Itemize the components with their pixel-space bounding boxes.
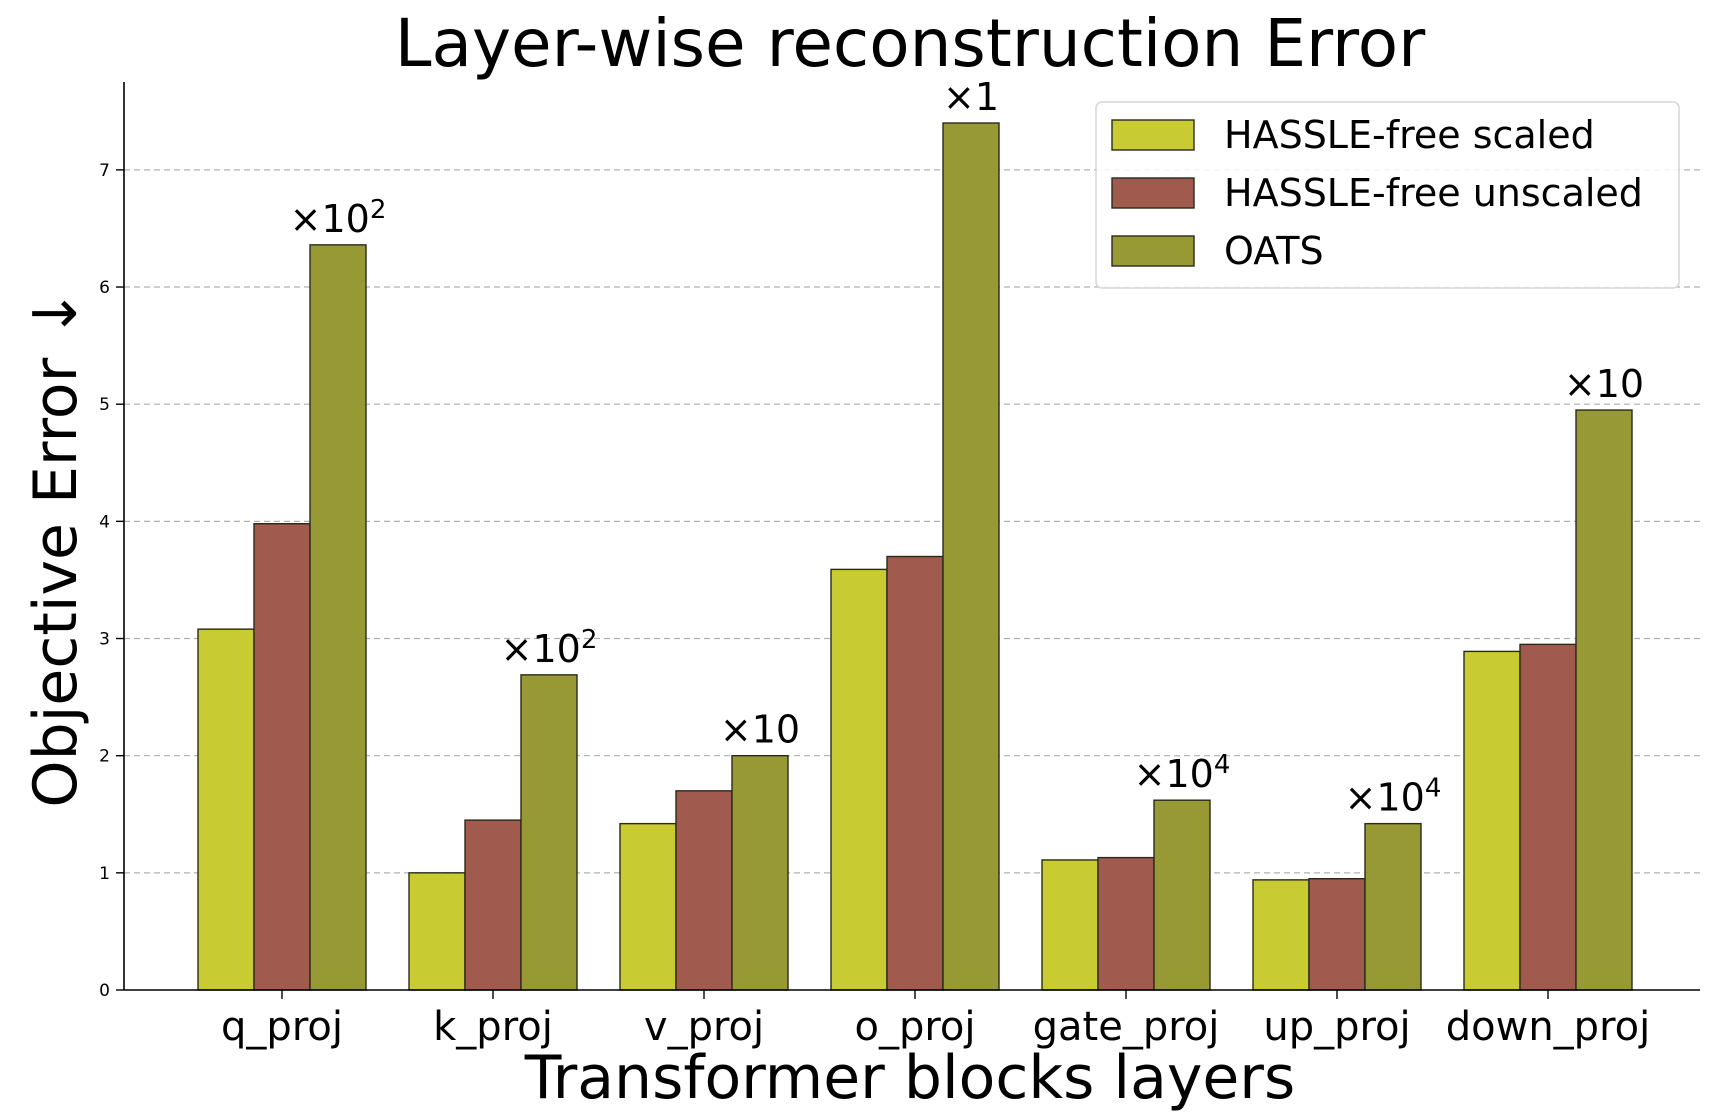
annotation-up_proj: ×104 — [1345, 774, 1442, 820]
legend-swatch-3 — [1111, 235, 1195, 267]
legend-swatch-1 — [1111, 119, 1195, 151]
annotation-v_proj: ×10 — [720, 708, 800, 752]
bars — [197, 122, 1633, 991]
bar-up_proj-3 — [1364, 822, 1422, 991]
y-tick-label: 4 — [99, 512, 110, 532]
y-ticks: 0 1 2 3 4 5 6 7 — [99, 161, 124, 1001]
y-axis-label: Objective Error ↓ — [21, 288, 91, 807]
x-tick-label-gate_proj: gate_proj — [1033, 1004, 1220, 1050]
bar-gate_proj-2 — [1097, 856, 1155, 991]
x-tick-label-up_proj: up_proj — [1263, 1004, 1410, 1050]
bar-v_proj-1 — [619, 822, 677, 991]
y-tick-label: 6 — [99, 278, 110, 298]
bar-down_proj-3 — [1575, 409, 1633, 991]
bar-up_proj-2 — [1308, 877, 1366, 991]
annotation-gate_proj: ×104 — [1134, 750, 1231, 796]
x-ticks: q_proj k_proj v_proj o_proj gate_proj up_proj… — [221, 990, 1650, 1050]
bar-o_proj-3 — [942, 122, 1000, 991]
legend-label-1: HASSLE-free scaled — [1224, 113, 1595, 157]
x-tick-label-v_proj: v_proj — [644, 1004, 764, 1050]
bar-gate_proj-1 — [1041, 859, 1099, 991]
annotation-down_proj: ×10 — [1564, 362, 1644, 406]
annotation-q_proj: ×102 — [290, 195, 387, 241]
legend-frame — [1095, 101, 1680, 289]
y-tick-label: 7 — [99, 161, 110, 181]
bar-v_proj-3 — [731, 754, 789, 991]
x-tick-label-q_proj: q_proj — [221, 1004, 343, 1050]
legend: HASSLE-free scaled HASSLE-free unscaled OA… — [1095, 101, 1680, 289]
x-tick-label-k_proj: k_proj — [433, 1004, 553, 1050]
bar-q_proj-2 — [253, 522, 311, 991]
bar-up_proj-1 — [1252, 879, 1310, 991]
chart-title: Layer-wise reconstruction Error — [395, 5, 1426, 82]
y-tick-label: 5 — [99, 395, 110, 415]
y-tick-label: 0 — [99, 981, 110, 1001]
y-tick-label: 1 — [99, 864, 110, 884]
legend-label-3: OATS — [1224, 229, 1324, 273]
bar-v_proj-2 — [675, 790, 733, 991]
bar-k_proj-1 — [408, 872, 466, 991]
bar-k_proj-2 — [464, 819, 522, 991]
bar-gate_proj-3 — [1153, 799, 1211, 991]
annotation-k_proj: ×102 — [501, 625, 598, 671]
annotation-o_proj: ×1 — [943, 75, 999, 119]
y-tick-label: 2 — [99, 747, 110, 767]
legend-swatch-2 — [1111, 177, 1195, 209]
bar-k_proj-3 — [520, 674, 578, 991]
x-tick-label-down_proj: down_proj — [1446, 1004, 1650, 1050]
bar-down_proj-2 — [1519, 643, 1577, 991]
x-axis-label: Transformer blocks layers — [524, 1043, 1295, 1113]
x-tick-label-o_proj: o_proj — [854, 1004, 975, 1050]
bar-o_proj-1 — [830, 568, 888, 991]
bar-q_proj-1 — [197, 628, 255, 991]
y-tick-label: 3 — [99, 630, 110, 650]
bar-o_proj-2 — [886, 555, 944, 991]
bar-annotations: ×102 ×102 ×10 ×1 ×104 ×104 ×10 — [290, 75, 1644, 820]
axes — [123, 82, 1700, 991]
bar-down_proj-1 — [1463, 650, 1521, 991]
legend-label-2: HASSLE-free unscaled — [1224, 171, 1643, 215]
bar-q_proj-3 — [309, 244, 367, 991]
